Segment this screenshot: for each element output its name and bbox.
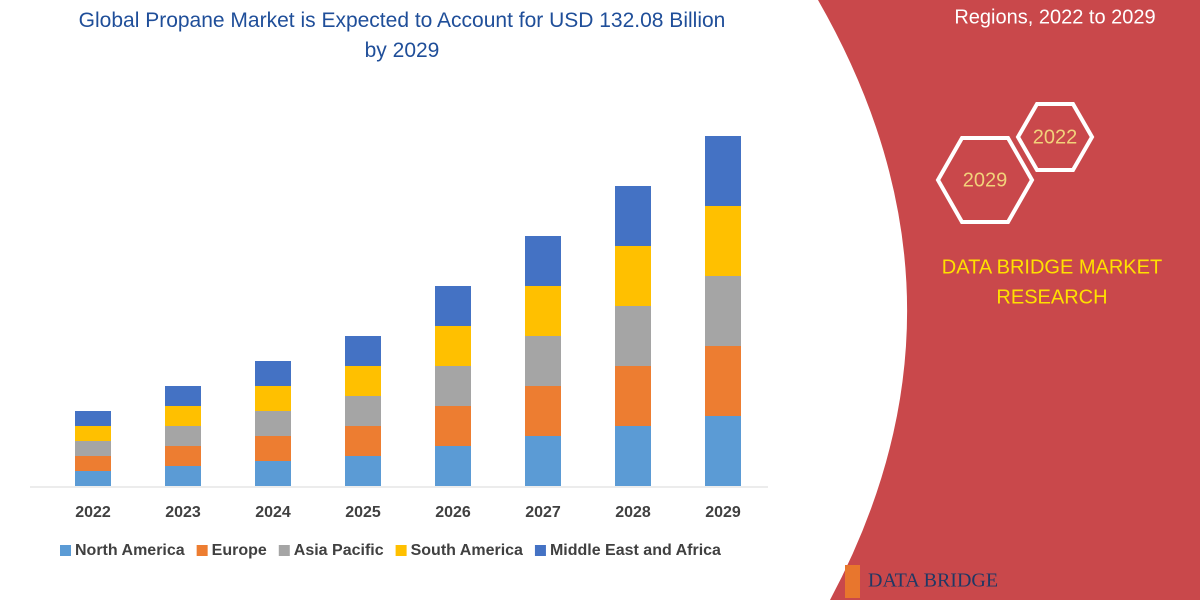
bar-segment (525, 286, 561, 336)
x-tick-label: 2024 (255, 504, 291, 521)
bar-segment (705, 346, 741, 416)
x-tick-label: 2022 (75, 504, 111, 521)
bar-segment (525, 336, 561, 386)
x-tick-label: 2027 (525, 504, 561, 521)
bar-segment (345, 426, 381, 456)
bar-segment (705, 276, 741, 346)
chart-title: Global Propane Market is Expected to Acc… (78, 9, 726, 62)
bar-segment (345, 456, 381, 486)
bar-segment (345, 336, 381, 366)
bar-segment (345, 396, 381, 426)
legend-label: Middle East and Africa (550, 542, 721, 559)
footer-logo: DATA BRIDGE (868, 570, 998, 592)
bar-segment (525, 436, 561, 486)
bar-segment (165, 466, 201, 486)
bar-segment (165, 406, 201, 426)
bar-segment (705, 136, 741, 206)
bar-segment (435, 326, 471, 366)
bar-segment (525, 386, 561, 436)
bar-segment (435, 366, 471, 406)
bar-segment (255, 361, 291, 386)
brand-text: RESEARCH (996, 286, 1107, 308)
bar-segment (75, 456, 111, 471)
bar-segment (255, 461, 291, 486)
bar-segment (435, 286, 471, 326)
bar-segment (255, 436, 291, 461)
bar-segment (615, 366, 651, 426)
legend-label: North America (75, 542, 185, 559)
bar-segment (345, 366, 381, 396)
bar-segment (435, 446, 471, 486)
bar-segment (615, 246, 651, 306)
hexagon-label: 2029 (963, 169, 1008, 191)
brand-text: DATA BRIDGE MARKET (942, 256, 1162, 278)
logo-icon (845, 565, 860, 598)
bar-segment (705, 416, 741, 486)
bar-segment (75, 426, 111, 441)
bar-segment (165, 386, 201, 406)
bar-segment (435, 406, 471, 446)
legend-swatch (60, 545, 71, 556)
hexagon-label: 2022 (1033, 126, 1078, 148)
bar-segment (75, 471, 111, 486)
legend-swatch (278, 545, 290, 556)
bar-segment (615, 306, 651, 366)
bar-segment (525, 236, 561, 286)
legend-swatch (196, 545, 208, 556)
x-tick-label: 2029 (705, 504, 741, 521)
legend-swatch (395, 545, 407, 556)
x-tick-label: 2028 (615, 504, 651, 521)
legend-label: Asia Pacific (294, 542, 384, 559)
bar-segment (75, 411, 111, 426)
legend-label: Europe (212, 542, 267, 559)
bar-segment (255, 386, 291, 411)
bar-segment (705, 206, 741, 276)
bar-segment (75, 441, 111, 456)
bar-segment (165, 446, 201, 466)
bar-segment (165, 426, 201, 446)
bar-segment (255, 411, 291, 436)
panel-heading: Regions, 2022 to 2029 (954, 6, 1155, 28)
bar-segment (615, 426, 651, 486)
legend-swatch (534, 545, 546, 556)
hexagon (935, 136, 1035, 224)
x-tick-label: 2026 (435, 504, 471, 521)
x-tick-label: 2023 (165, 504, 201, 521)
x-tick-label: 2025 (345, 504, 381, 521)
legend-label: South America (411, 542, 523, 559)
hexagon (1015, 102, 1095, 172)
side-panel (818, 0, 1200, 600)
bar-segment (615, 186, 651, 246)
